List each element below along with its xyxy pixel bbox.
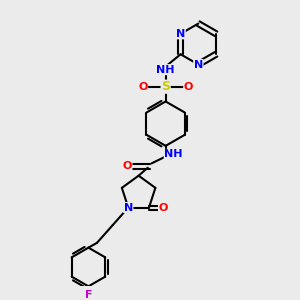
Text: N: N bbox=[194, 59, 203, 70]
Text: O: O bbox=[138, 82, 148, 92]
Text: S: S bbox=[161, 80, 170, 93]
Text: O: O bbox=[158, 202, 168, 213]
Text: NH: NH bbox=[156, 64, 175, 75]
Text: NH: NH bbox=[164, 149, 183, 159]
Text: F: F bbox=[85, 290, 92, 300]
Text: O: O bbox=[123, 161, 132, 171]
Text: N: N bbox=[124, 202, 133, 213]
Text: O: O bbox=[184, 82, 193, 92]
Text: N: N bbox=[176, 29, 185, 39]
